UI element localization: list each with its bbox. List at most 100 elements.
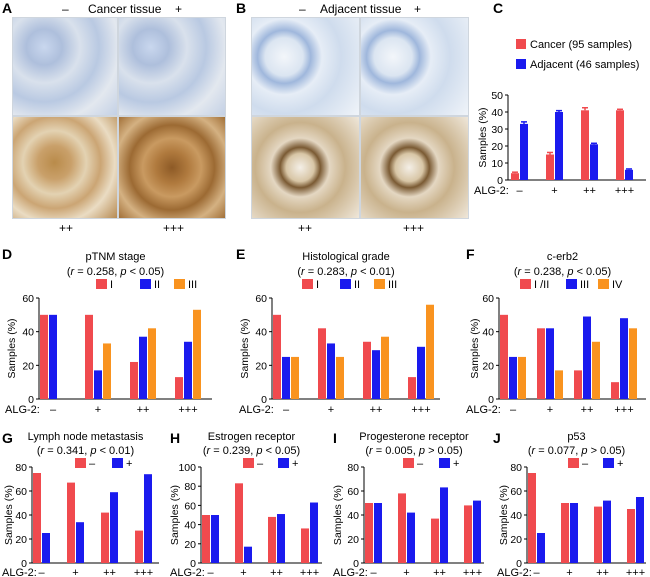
chart-f-bar [518, 356, 526, 399]
chart-c-bar [590, 144, 598, 180]
chart-e-ytick-label: 40 [255, 327, 267, 339]
chart-d-bar [49, 314, 57, 399]
chart-c-legend-label: Adjacent (46 samples) [530, 59, 639, 71]
chart-j-ytick-label: 80 [510, 462, 522, 474]
chart-j-bar [561, 503, 569, 563]
chart-i-ylabel: Samples (%) [332, 485, 344, 545]
adjacent-negative-label: – [299, 2, 306, 16]
chart-d-ytick-label: 40 [22, 327, 34, 339]
chart-h-bar [277, 514, 285, 563]
chart-d-category-label: +++ [178, 404, 197, 416]
chart-i-category-label: + [403, 567, 409, 577]
chart-c-legend-swatch [516, 59, 526, 69]
chart-j-bar [594, 506, 602, 563]
chart-e-legend-swatch [340, 279, 351, 289]
chart-h-bar [310, 502, 318, 563]
chart-d-legend-swatch [174, 279, 185, 289]
chart-g-category-label: – [38, 567, 45, 577]
chart-e-legend-swatch [374, 279, 385, 289]
adjacent-double-positive-micrograph [251, 116, 360, 219]
chart-j-category-label: +++ [626, 567, 645, 577]
chart-j-legend-label: + [617, 458, 623, 470]
chart-c-ytick-label: 0 [497, 175, 503, 187]
chart-f-bar [574, 370, 582, 399]
chart-c-ytick-label: 10 [491, 158, 503, 170]
chart-g-category-axis-label: ALG-2: [2, 567, 37, 577]
cancer-double-positive-micrograph [12, 116, 118, 219]
chart-j-category-label: – [533, 567, 540, 577]
chart-g-bar [76, 522, 84, 563]
chart-i-legend-label: – [417, 458, 424, 470]
chart-j-ytick-label: 60 [510, 486, 522, 498]
chart-c-category-label: – [516, 185, 523, 197]
cancer-negative-micrograph [12, 17, 118, 116]
chart-d-category-axis-label: ALG-2: [5, 404, 40, 416]
chart-e-bar [372, 350, 380, 399]
chart-g-category-label: ++ [103, 567, 116, 577]
chart-e-category-axis-label: ALG-2: [239, 404, 274, 416]
chart-j-bar [537, 533, 545, 563]
chart-j-ytick-label: 20 [510, 534, 522, 546]
chart-c-bar [511, 173, 519, 180]
chart-f-ytick-label: 20 [482, 360, 494, 372]
chart-d-category-label: – [50, 404, 57, 416]
chart-e-bar [408, 377, 416, 399]
chart-d-ylabel: Samples (%) [6, 318, 18, 378]
chart-e-legend-label: II [354, 279, 360, 291]
chart-g-bar [67, 482, 75, 563]
chart-i-ytick-label: 0 [353, 558, 359, 570]
cancer-positive-micrograph [118, 17, 226, 116]
chart-j-bar [528, 473, 536, 563]
chart-h-bar [301, 528, 309, 563]
chart-e-ytick-label: 60 [255, 293, 267, 305]
chart-e-bar [318, 328, 326, 399]
chart-e-stat: (r = 0.283, p < 0.01) [297, 266, 394, 278]
chart-d-bar [184, 341, 192, 399]
chart-h-ytick-label: 0 [190, 558, 196, 570]
chart-i-bar [398, 493, 406, 563]
adjacent-triple-positive-micrograph [360, 116, 469, 219]
chart-g-legend-swatch [112, 458, 123, 468]
adjacent-tissue-title: Adjacent tissue [320, 2, 402, 16]
chart-c-bar [581, 110, 589, 180]
panel-letter-e: E [236, 246, 246, 262]
chart-f-category-label: +++ [614, 404, 633, 416]
chart-i-bar [365, 503, 373, 563]
chart-d-bar [40, 314, 48, 399]
panel-letter-b: B [236, 0, 247, 16]
chart-j-category-label: + [566, 567, 572, 577]
chart-j-bar [570, 503, 578, 563]
chart-i-bar [407, 512, 415, 563]
chart-d-bar [103, 343, 111, 399]
panel-letter-c: C [493, 0, 504, 16]
chart-f-bar [509, 356, 517, 399]
chart-f-ytick-label: 0 [488, 394, 494, 406]
chart-f-stat: (r = 0.238, p < 0.05) [514, 266, 611, 278]
chart-g-title: Lymph node metastasis [28, 431, 144, 443]
chart-i-category-label: +++ [463, 567, 482, 577]
chart-h-legend-label: + [292, 458, 298, 470]
chart-i-legend-swatch [439, 458, 450, 468]
chart-e-legend-swatch [302, 279, 313, 289]
chart-h-bar [202, 515, 210, 563]
chart-d-bar [94, 370, 102, 399]
chart-i-ytick-label: 20 [347, 534, 359, 546]
adjacent-triple-positive-label: +++ [403, 221, 425, 235]
chart-d-bar [193, 309, 201, 399]
chart-h-category-axis-label: ALG-2: [170, 567, 205, 577]
chart-c-category-label: +++ [615, 185, 634, 197]
chart-d-legend-label: I [110, 279, 113, 291]
chart-g-category-label: +++ [134, 567, 153, 577]
chart-d-category-label: + [95, 404, 101, 416]
chart-i-bar [464, 505, 472, 563]
panel-letter-h: H [170, 430, 181, 446]
chart-e-category-label: + [328, 404, 334, 416]
chart-i-bar [431, 518, 439, 563]
chart-i-category-label: ++ [433, 567, 446, 577]
chart-c-ytick-label: 30 [491, 124, 503, 136]
chart-i-legend-label: + [453, 458, 459, 470]
chart-e-title: Histological grade [302, 251, 389, 263]
chart-c-category-label: + [551, 185, 557, 197]
chart-e-bar [336, 356, 344, 399]
chart-e-bar [273, 314, 281, 399]
